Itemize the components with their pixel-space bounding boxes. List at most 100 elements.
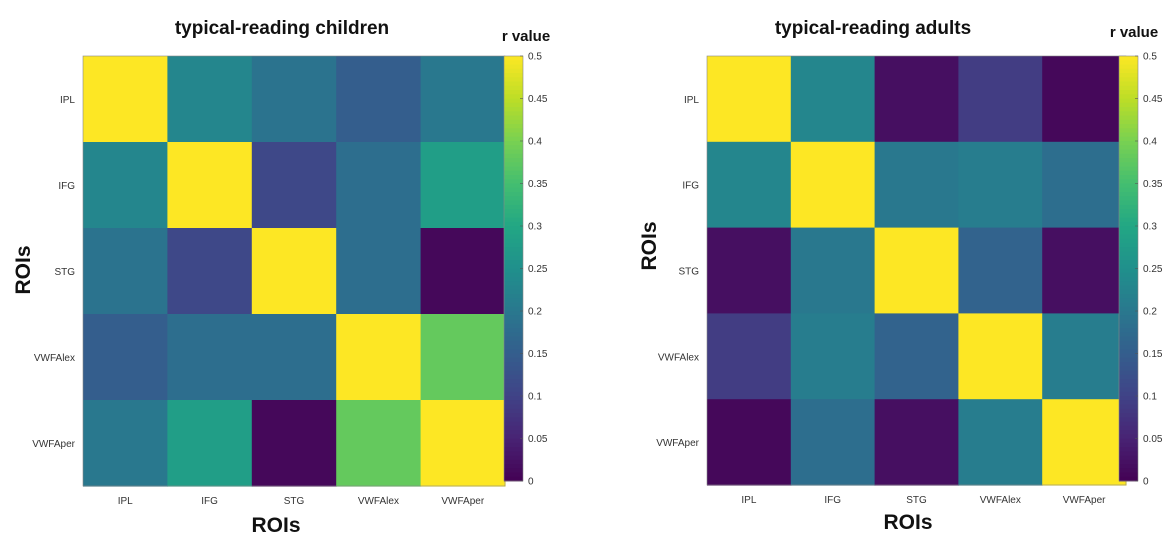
colorbar-band — [504, 476, 523, 482]
colorbar-band — [1119, 217, 1138, 223]
heatmap-cells — [82, 55, 506, 487]
y-tick-label: IPL — [684, 95, 699, 106]
x-tick-labels: IPL IFG STG VWFAlex VWFAper — [741, 495, 1106, 506]
colorbar-band — [504, 408, 523, 414]
colorbar-band — [1119, 200, 1138, 206]
heatmap-cell — [420, 228, 506, 315]
colorbar-band — [504, 111, 523, 116]
colorbar-band — [1119, 272, 1138, 278]
colorbar-band — [1119, 81, 1138, 87]
colorbar-band — [1119, 417, 1138, 422]
colorbar-tick-label: 0.3 — [1143, 222, 1157, 233]
colorbar-band — [504, 289, 523, 295]
colorbar-band — [1119, 115, 1138, 121]
colorbar-band — [1119, 68, 1138, 74]
x-axis-label: ROIs — [883, 511, 932, 534]
x-axis-label: ROIs — [251, 514, 300, 537]
heatmap-cell — [420, 142, 506, 229]
colorbar-tick-label: 0.05 — [528, 434, 548, 445]
heatmap-cell — [790, 227, 876, 314]
colorbar-band — [1119, 111, 1138, 116]
colorbar-band — [1119, 425, 1138, 431]
heatmap-cell — [1042, 141, 1127, 229]
colorbar-band — [1119, 281, 1138, 286]
x-tick-label: VWFAlex — [358, 496, 399, 507]
colorbar-band — [1119, 149, 1138, 155]
colorbar-band — [1119, 396, 1138, 401]
x-tick-label: VWFAper — [1063, 495, 1106, 506]
colorbar-band — [504, 464, 523, 469]
colorbar-band — [504, 413, 523, 418]
colorbar-band — [504, 98, 523, 104]
colorbar-band — [504, 162, 523, 167]
heatmap-cell — [167, 400, 253, 487]
colorbar-band — [504, 141, 523, 146]
colorbar-band — [1119, 430, 1138, 435]
heatmap-panel-adults: typical-reading adults r value ROIs ROIs… — [638, 18, 1163, 534]
colorbar-band — [1119, 158, 1138, 163]
heatmap-cell — [1042, 399, 1127, 486]
colorbar-band — [1119, 132, 1138, 138]
colorbar-band — [1119, 183, 1138, 189]
heatmap-cell — [83, 314, 168, 401]
heatmap-cell — [790, 313, 876, 400]
x-tick-labels: IPL IFG STG VWFAlex VWFAper — [118, 496, 485, 507]
heatmap-cell — [1042, 313, 1127, 400]
heatmap-cell — [958, 56, 1043, 143]
colorbar-band — [504, 60, 523, 65]
colorbar-band — [504, 404, 523, 410]
colorbar-band — [1119, 391, 1138, 397]
colorbar-band — [504, 357, 523, 363]
colorbar-band — [504, 166, 523, 172]
heatmap-cell — [1042, 227, 1127, 314]
colorbar-band — [1119, 192, 1138, 197]
colorbar-band — [1119, 64, 1138, 70]
colorbar-band — [504, 213, 523, 218]
heatmap-cell — [336, 142, 422, 229]
y-tick-label: STG — [54, 267, 75, 278]
colorbar-band — [504, 438, 523, 444]
heatmap-cell — [874, 141, 959, 229]
heatmap-cell — [167, 314, 253, 401]
colorbar-band — [1119, 136, 1138, 142]
colorbar-band — [1119, 442, 1138, 448]
colorbar-band — [504, 340, 523, 346]
colorbar-band — [504, 430, 523, 435]
colorbar-band — [504, 124, 523, 129]
colorbar-band — [1119, 230, 1138, 235]
colorbar-band — [504, 353, 523, 359]
colorbar-band — [504, 451, 523, 456]
colorbar-band — [1119, 298, 1138, 303]
colorbar-band — [1119, 408, 1138, 414]
heatmap-cell — [420, 400, 506, 487]
colorbar-band — [504, 302, 523, 308]
colorbar-band — [504, 277, 523, 282]
chart-title: typical-reading adults — [775, 18, 971, 39]
colorbar-band — [504, 311, 523, 316]
x-tick-label: STG — [284, 496, 305, 507]
x-tick-label: IPL — [118, 496, 133, 507]
colorbar-band — [504, 434, 523, 439]
colorbar-band — [1119, 166, 1138, 172]
colorbar-band — [1119, 455, 1138, 461]
colorbar-band — [1119, 459, 1138, 465]
colorbar-band — [504, 272, 523, 278]
heatmap-cell — [707, 56, 792, 143]
colorbar-band — [1119, 451, 1138, 456]
colorbar-band — [1119, 251, 1138, 257]
colorbar-band — [1119, 128, 1138, 133]
colorbar-band — [1119, 306, 1138, 312]
colorbar-band — [504, 204, 523, 210]
colorbar-band — [1119, 90, 1138, 95]
colorbar-band — [1119, 277, 1138, 282]
colorbar-tick-label: 0.45 — [528, 94, 548, 105]
colorbar-band — [504, 175, 523, 180]
y-tick-labels: IPL IFG STG VWFAlex VWFAper — [32, 95, 75, 450]
colorbar-band — [1119, 302, 1138, 308]
colorbar-band — [504, 209, 523, 214]
colorbar-band — [1119, 319, 1138, 325]
colorbar-band — [1119, 247, 1138, 252]
colorbar-band — [1119, 289, 1138, 295]
colorbar-band — [1119, 315, 1138, 320]
colorbar-band — [504, 400, 523, 405]
